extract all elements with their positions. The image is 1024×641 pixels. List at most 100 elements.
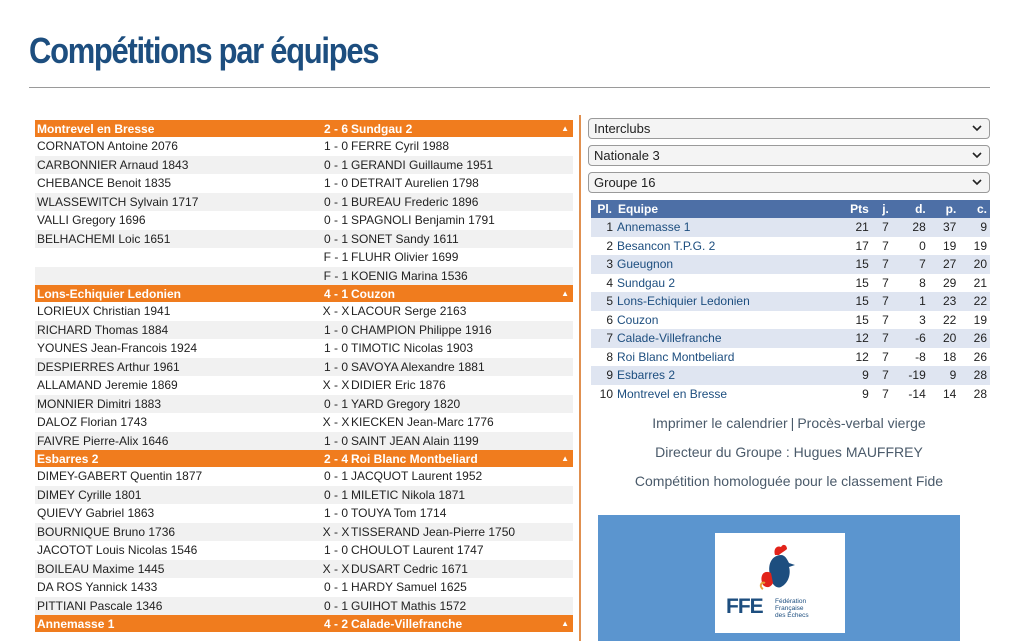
game-result: 1 - 0 [323, 543, 348, 558]
match-header[interactable]: Esbarres 2 2 - 4 Roi Blanc Montbeliard ▲ [35, 450, 573, 467]
match-games: DIMEY-GABERT Quentin 1877 0 - 1 JACQUOT La… [35, 467, 573, 615]
match-score: 4 - 1 [323, 286, 348, 301]
competition-select[interactable]: Interclubs [588, 118, 990, 139]
team-link[interactable]: Annemasse 1 [615, 218, 833, 237]
standings-points: 9 [832, 384, 872, 403]
white-player: LORIEUX Christian 1941 [37, 304, 171, 319]
black-player: TIMOTIC Nicolas 1903 [351, 341, 474, 356]
header-place: Pl. [591, 200, 615, 218]
standings-for: 9 [928, 366, 960, 385]
game-result: 1 - 0 [323, 359, 348, 374]
standings-place: 4 [591, 273, 615, 292]
team-link[interactable]: Sundgau 2 [615, 273, 833, 292]
match-header[interactable]: Montrevel en Bresse 2 - 6 Sundgau 2 ▲ [35, 120, 573, 137]
white-player: CORNATON Antoine 2076 [37, 139, 178, 154]
standings-for: 23 [928, 292, 960, 311]
collapse-toggle-icon[interactable]: ▲ [561, 289, 569, 298]
standings-header-row: Pl. Equipe Pts j. d. p. c. [591, 200, 990, 218]
game-row: CARBONNIER Arnaud 1843 0 - 1 GERANDI Guill… [35, 155, 573, 174]
team-link[interactable]: Gueugnon [615, 255, 833, 274]
black-player: KIECKEN Jean-Marc 1776 [351, 415, 494, 430]
game-result: 0 - 1 [323, 580, 348, 595]
standings-for: 29 [928, 273, 960, 292]
blank-report-link[interactable]: Procès-verbal vierge [797, 414, 926, 431]
match-header[interactable]: Annemasse 1 4 - 2 Calade-Villefranche ▲ [35, 615, 573, 632]
chevron-down-icon [972, 179, 982, 186]
white-player: BOURNIQUE Bruno 1736 [37, 524, 176, 539]
standings-against: 28 [959, 366, 990, 385]
fide-notice: Compétition homologuée pour le classemen… [634, 472, 944, 489]
group-director-link[interactable]: Directeur du Groupe : Hugues MAUFFREY [655, 443, 923, 460]
black-player: GERANDI Guillaume 1951 [351, 157, 494, 172]
standings-played: 7 [871, 292, 892, 311]
standings-against: 26 [959, 347, 990, 366]
black-player: CHAMPION Philippe 1916 [351, 322, 492, 337]
standings-for: 18 [928, 347, 960, 366]
white-player: DALOZ Florian 1743 [37, 415, 148, 430]
game-row: QUIEVY Gabriel 1863 1 - 0 TOUYA Tom 1714 [35, 504, 573, 523]
standings-place: 7 [591, 329, 615, 348]
standings-row: 6 Couzon 15 7 3 22 19 [591, 310, 990, 329]
match-score: 2 - 6 [323, 121, 348, 136]
game-result: 1 - 0 [323, 506, 348, 521]
game-row: FAIVRE Pierre-Alix 1646 1 - 0 SAINT JEAN A… [35, 431, 573, 450]
match-score: 4 - 2 [323, 616, 348, 631]
game-result: 1 - 0 [323, 139, 348, 154]
game-result: X - X [322, 304, 350, 319]
game-row: ALLAMAND Jeremie 1869 X - X DIDIER Eric 18… [35, 376, 573, 395]
standings-place: 1 [591, 218, 615, 237]
black-player: SONET Sandy 1611 [351, 231, 459, 246]
game-result: 0 - 1 [323, 396, 348, 411]
division-select[interactable]: Nationale 3 [588, 145, 990, 166]
black-player: FERRE Cyril 1988 [351, 139, 450, 154]
standings-played: 7 [871, 347, 892, 366]
game-row: BOURNIQUE Bruno 1736 X - X TISSERAND Jean-… [35, 522, 573, 541]
white-player: CHEBANCE Benoit 1835 [37, 176, 172, 191]
collapse-toggle-icon[interactable]: ▲ [561, 454, 569, 463]
header-points: Pts [832, 200, 872, 218]
team-link[interactable]: Lons-Echiquier Ledonien [615, 292, 833, 311]
game-result: X - X [322, 415, 350, 430]
team-link[interactable]: Montrevel en Bresse [615, 384, 833, 403]
collapse-toggle-icon[interactable]: ▲ [561, 124, 569, 133]
standings-points: 15 [832, 255, 872, 274]
standings-against: 20 [959, 255, 990, 274]
match-header[interactable]: Lons-Echiquier Ledonien 4 - 1 Couzon ▲ [35, 285, 573, 302]
game-result: X - X [322, 378, 350, 393]
group-select[interactable]: Groupe 16 [588, 172, 990, 193]
print-calendar-link[interactable]: Imprimer le calendrier [652, 414, 788, 431]
standings-played: 7 [871, 329, 892, 348]
standings-diff: -19 [891, 366, 929, 385]
game-row: DIMEY Cyrille 1801 0 - 1 MILETIC Nikola 18… [35, 485, 573, 504]
game-result: 1 - 0 [323, 433, 348, 448]
team-link[interactable]: Couzon [615, 310, 833, 329]
game-result: F - 1 [323, 268, 349, 283]
standings-played: 7 [871, 310, 892, 329]
black-player: DETRAIT Aurelien 1798 [351, 176, 479, 191]
standings-points: 17 [832, 236, 872, 255]
standings-for: 19 [928, 236, 960, 255]
home-team: Esbarres 2 [37, 451, 99, 466]
group-links: Imprimer le calendrier | Procès-verbal v… [588, 408, 990, 495]
standings-played: 7 [871, 255, 892, 274]
team-link[interactable]: Besancon T.P.G. 2 [615, 236, 833, 255]
game-row: DIMEY-GABERT Quentin 1877 0 - 1 JACQUOT La… [35, 467, 573, 486]
team-link[interactable]: Roi Blanc Montbeliard [615, 347, 833, 366]
standings-for: 20 [928, 329, 960, 348]
white-player: MONNIER Dimitri 1883 [37, 396, 162, 411]
black-player: TOUYA Tom 1714 [351, 506, 447, 521]
team-link[interactable]: Esbarres 2 [615, 366, 833, 385]
ffe-logo[interactable]: FFE Fédération Française des Échecs [715, 533, 845, 633]
team-link[interactable]: Calade-Villefranche [615, 329, 833, 348]
game-row: MONNIER Dimitri 1883 0 - 1 YARD Gregory 18… [35, 394, 573, 413]
black-player: GUIHOT Mathis 1572 [351, 598, 467, 613]
away-team: Sundgau 2 [351, 121, 413, 136]
collapse-toggle-icon[interactable]: ▲ [561, 619, 569, 628]
game-result: F - 1 [323, 250, 349, 265]
standings-row: 2 Besancon T.P.G. 2 17 7 0 19 19 [591, 236, 990, 255]
game-result: 0 - 1 [323, 194, 348, 209]
black-player: KOENIG Marina 1536 [351, 268, 468, 283]
black-player: HARDY Samuel 1625 [351, 580, 467, 595]
game-result: X - X [322, 561, 350, 576]
standings-diff: 8 [891, 273, 929, 292]
